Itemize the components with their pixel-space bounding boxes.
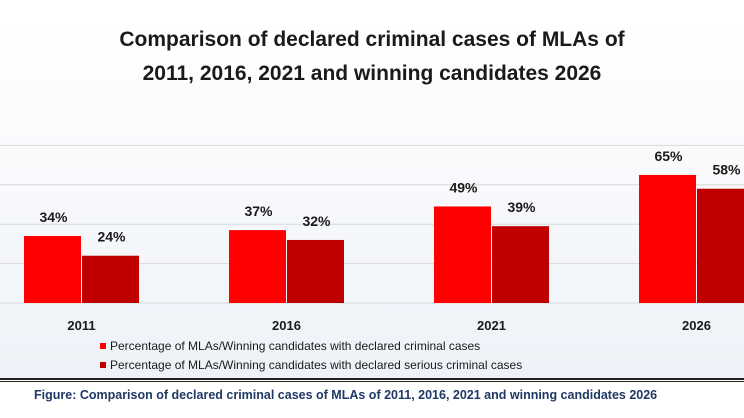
bar-2026-series-1 (639, 174, 696, 303)
data-label-2021-series-2: 39% (507, 199, 536, 215)
data-label-2026-series-2: 58% (712, 162, 741, 178)
data-label-2021-series-1: 49% (449, 179, 478, 195)
x-tick-label-2026: 2026 (682, 318, 711, 333)
caption-divider (0, 378, 744, 382)
x-tick-label-2011: 2011 (67, 318, 95, 333)
data-label-2026-series-1: 65% (654, 148, 683, 164)
data-label-2011-series-2: 24% (97, 229, 126, 245)
bar-2026-series-2 (697, 188, 744, 303)
chart-title-line-1: Comparison of declared criminal cases of… (119, 28, 625, 51)
legend-label-criminal: Percentage of MLAs/Winning candidates wi… (110, 339, 480, 353)
legend: Percentage of MLAs/Winning candidates wi… (100, 339, 522, 372)
figure-caption: Figure: Comparison of declared criminal … (34, 388, 658, 402)
bar-2021-series-1 (434, 206, 491, 303)
legend-swatch-serious (100, 362, 106, 368)
data-label-2016-series-2: 32% (302, 213, 331, 229)
x-tick-label-2021: 2021 (477, 318, 506, 333)
data-label-2011-series-1: 34% (39, 209, 68, 225)
data-label-2016-series-1: 37% (244, 203, 273, 219)
chart-title-line-2: 2011, 2016, 2021 and winning candidates … (143, 62, 602, 85)
gridlines (0, 144, 744, 265)
bar-2011-series-2 (82, 255, 139, 303)
bar-2011-series-1 (24, 236, 81, 303)
legend-label-serious: Percentage of MLAs/Winning candidates wi… (110, 358, 522, 372)
bar-2016-series-1 (229, 230, 286, 303)
bar-2021-series-2 (492, 226, 549, 303)
bar-2016-series-2 (287, 239, 344, 303)
bars: 34% 24% 2011 37% 32% 2016 49% 39% 2021 65% 58% 2026 (24, 148, 744, 333)
legend-swatch-criminal (100, 343, 106, 349)
x-tick-label-2016: 2016 (272, 318, 301, 333)
chart-svg: Comparison of declared criminal cases of… (0, 28, 744, 372)
chart-panel: Comparison of declared criminal cases of… (0, 0, 744, 378)
